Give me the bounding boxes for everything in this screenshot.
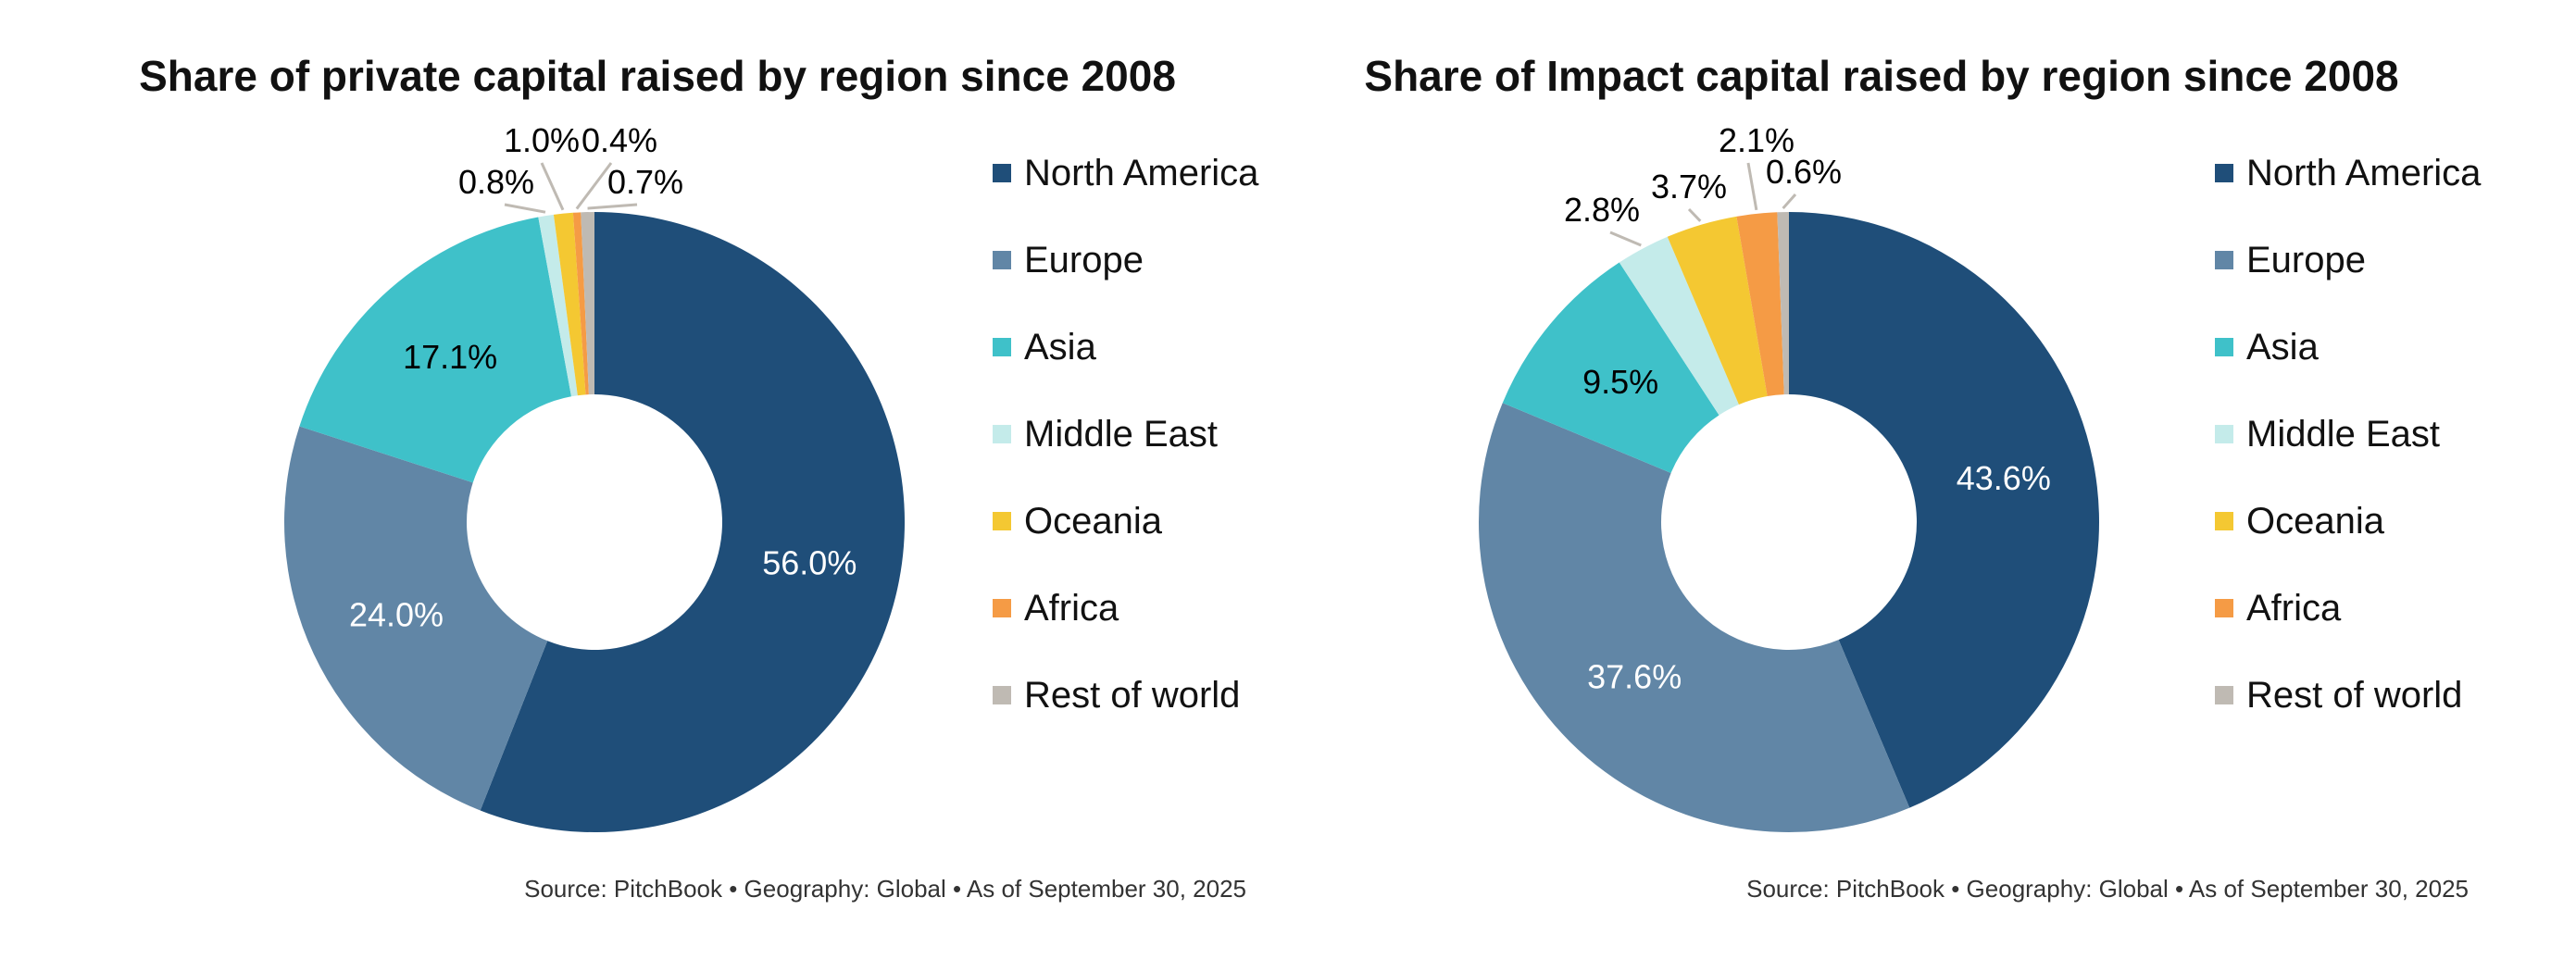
legend-swatch xyxy=(2215,686,2233,704)
legend-swatch xyxy=(2215,599,2233,617)
data-label: 56.0% xyxy=(762,543,857,581)
legend-label: Europe xyxy=(2246,239,2366,280)
slice-europe xyxy=(1479,403,1910,832)
data-label: 43.6% xyxy=(1957,459,2051,497)
slice-africa xyxy=(572,212,589,395)
slice-asia xyxy=(299,217,571,483)
slice-north-america xyxy=(1789,212,2099,808)
legend-swatch xyxy=(2215,425,2233,443)
slice-oceania xyxy=(553,212,586,396)
data-label: 1.0% xyxy=(504,121,580,159)
leader-line xyxy=(504,203,546,214)
slice-europe xyxy=(284,426,548,811)
legend-label: Rest of world xyxy=(1024,674,1241,716)
legend-swatch xyxy=(2215,338,2233,356)
legend-item: Africa xyxy=(2215,565,2481,652)
legend-item: Europe xyxy=(993,217,1258,304)
slice-north-america xyxy=(480,212,905,832)
leader-line xyxy=(587,203,638,210)
data-label: 37.6% xyxy=(1587,658,1682,696)
slice-africa xyxy=(1736,212,1784,396)
legend-label: North America xyxy=(1024,152,1259,193)
legend-swatch xyxy=(993,164,1011,182)
legend-swatch xyxy=(993,251,1011,269)
legend-swatch xyxy=(993,338,1011,356)
legend-item: Europe xyxy=(2215,217,2481,304)
leader-line xyxy=(1746,162,1758,211)
legend-swatch xyxy=(2215,164,2233,182)
legend-item: Middle East xyxy=(2215,391,2481,478)
data-label: 0.4% xyxy=(581,121,657,159)
data-label: 24.0% xyxy=(349,596,444,634)
legend-item: North America xyxy=(993,130,1258,217)
legend-item: Rest of world xyxy=(993,652,1258,739)
data-label: 0.7% xyxy=(607,163,683,201)
legend-label: Rest of world xyxy=(2246,674,2463,716)
legend-label: Africa xyxy=(2246,587,2342,629)
legend-item: Africa xyxy=(993,565,1258,652)
leader-line xyxy=(575,162,613,210)
legend-swatch xyxy=(2215,251,2233,269)
legend-label: Europe xyxy=(1024,239,1144,280)
legend-label: Africa xyxy=(1024,587,1119,629)
legend-item: North America xyxy=(2215,130,2481,217)
slice-asia xyxy=(1502,262,1719,473)
legend-swatch xyxy=(993,512,1011,530)
source-note-private: Source: PitchBook • Geography: Global • … xyxy=(524,875,1246,903)
legend-swatch xyxy=(2215,512,2233,530)
legend-item: Oceania xyxy=(993,478,1258,565)
legend-item: Rest of world xyxy=(2215,652,2481,739)
slice-oceania xyxy=(1667,216,1768,405)
slice-rest-of-world xyxy=(1777,212,1789,395)
leader-line xyxy=(540,162,565,211)
legend-label: Oceania xyxy=(1024,500,1162,542)
legend-swatch xyxy=(993,686,1011,704)
legend-label: Asia xyxy=(1024,326,1096,368)
data-label: 0.8% xyxy=(458,163,534,201)
legend-impact: North America Europe Asia Middle East Oc… xyxy=(2215,130,2481,739)
chart-title-impact: Share of Impact capital raised by region… xyxy=(1364,52,2399,100)
source-note-impact: Source: PitchBook • Geography: Global • … xyxy=(1746,875,2469,903)
data-label: 9.5% xyxy=(1582,363,1658,401)
legend-label: Middle East xyxy=(1024,413,1218,455)
leader-line xyxy=(1687,207,1702,222)
legend-label: Oceania xyxy=(2246,500,2384,542)
data-label: 2.8% xyxy=(1564,191,1640,229)
legend-item: Middle East xyxy=(993,391,1258,478)
slice-middle-east xyxy=(1619,236,1739,416)
legend-label: Asia xyxy=(2246,326,2319,368)
data-label: 3.7% xyxy=(1651,168,1727,206)
data-label: 17.1% xyxy=(403,338,497,376)
legend-swatch xyxy=(993,425,1011,443)
legend-label: North America xyxy=(2246,152,2482,193)
leader-line xyxy=(1782,193,1797,210)
legend-swatch xyxy=(993,599,1011,617)
legend-private: North America Europe Asia Middle East Oc… xyxy=(993,130,1258,739)
slice-middle-east xyxy=(538,214,578,397)
leader-line xyxy=(1609,231,1642,247)
legend-item: Oceania xyxy=(2215,478,2481,565)
slice-rest-of-world xyxy=(581,212,594,395)
chart-title-private: Share of private capital raised by regio… xyxy=(139,52,1176,100)
legend-item: Asia xyxy=(2215,304,2481,391)
data-label: 2.1% xyxy=(1719,121,1794,159)
legend-label: Middle East xyxy=(2246,413,2440,455)
legend-item: Asia xyxy=(993,304,1258,391)
data-label: 0.6% xyxy=(1766,153,1842,191)
